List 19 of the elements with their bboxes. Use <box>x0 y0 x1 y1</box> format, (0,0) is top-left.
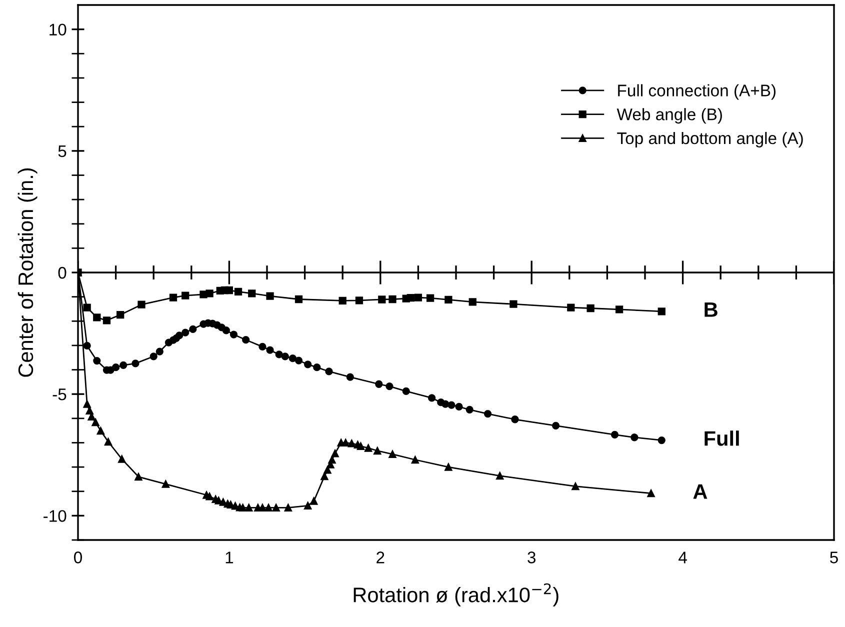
legend-label: Full connection (A+B) <box>618 84 776 100</box>
x-tick-label: 2 <box>376 552 384 564</box>
x-tick-label: 0 <box>74 552 82 564</box>
x-tick-label: 5 <box>830 552 838 564</box>
annotation: Full <box>704 430 739 446</box>
legend-label: Web angle (B) <box>616 108 722 124</box>
y-tick-label: -5 <box>52 388 66 400</box>
y-tick-label: -10 <box>44 510 66 522</box>
y-tick-label: 5 <box>58 145 66 158</box>
y-tick-label: 10 <box>50 24 66 36</box>
x-tick-label: 1 <box>226 552 234 564</box>
legend-label: Top and bottom angle (A) <box>617 132 803 148</box>
y-axis-title: Center of Rotation (in.) <box>18 168 38 377</box>
x-tick-label: 3 <box>528 552 536 564</box>
x-tick-label: 4 <box>678 552 687 564</box>
annotation: B <box>704 302 718 317</box>
x-axis-title: Rotation ø (rad.x10$^{−2}$) <box>354 583 558 606</box>
annotation: A <box>693 484 708 499</box>
y-tick-label: 0 <box>58 266 66 279</box>
